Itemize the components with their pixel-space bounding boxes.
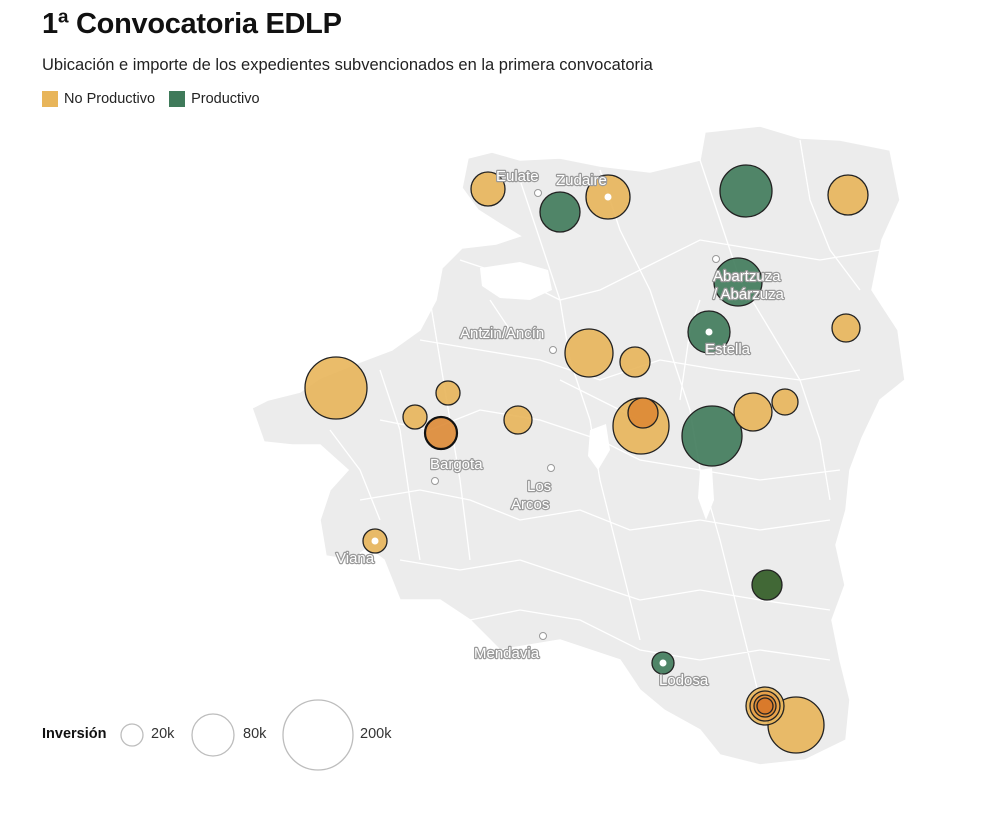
- legend-item-productivo[interactable]: Productivo: [169, 91, 260, 107]
- place-label-viana: Viana: [336, 550, 375, 567]
- bubble-no-productivo[interactable]: [771, 388, 799, 416]
- dot-los-arcos[interactable]: [547, 464, 555, 472]
- dot-abartzuza[interactable]: [712, 255, 720, 263]
- dot-eulate[interactable]: [534, 189, 542, 197]
- legend-swatch-productivo: [169, 91, 186, 107]
- map-hole: [480, 262, 552, 300]
- chart-subtitle: Ubicación e importe de los expedientes s…: [42, 56, 653, 74]
- place-label-mendavia: Mendavia: [474, 645, 540, 662]
- legend-label-productivo: Productivo: [191, 91, 260, 107]
- size-legend-circle-80k: [191, 713, 235, 757]
- place-label-eulate: Eulate: [496, 168, 539, 185]
- place-label-abartzuza-line1: Abartzuza: [713, 268, 781, 285]
- place-label-abartzuza-line2: / Abárzuza: [713, 286, 785, 303]
- place-label-los-arcos-line2: Arcos: [511, 496, 549, 513]
- bubble-orange[interactable]: [756, 697, 774, 715]
- bubble-no-productivo[interactable]: [304, 356, 368, 420]
- category-legend: No Productivo Productivo: [42, 91, 274, 107]
- bubble-no-productivo[interactable]: [831, 313, 861, 343]
- place-labels: Eulate Zudaire Abartzuza / Abárzuza Antz…: [335, 167, 786, 690]
- bubble-no-productivo[interactable]: [435, 380, 461, 406]
- dot-lodosa[interactable]: [659, 659, 667, 667]
- place-label-ancin: Antzin/Ancín: [460, 325, 544, 342]
- size-legend-label-20k: 20k: [151, 726, 175, 742]
- legend-swatch-no-productivo: [42, 91, 58, 107]
- bubble-orange[interactable]: [627, 397, 659, 429]
- bubble-productivo[interactable]: [681, 405, 743, 467]
- bubble-layer: [304, 164, 869, 754]
- legend-item-no-productivo[interactable]: No Productivo: [42, 91, 155, 107]
- size-legend-circle-20k: [120, 723, 144, 747]
- bubble-productivo[interactable]: [719, 164, 773, 218]
- bubble-no-productivo[interactable]: [503, 405, 533, 435]
- dot-mendavia[interactable]: [539, 632, 547, 640]
- bubble-no-productivo[interactable]: [619, 346, 651, 378]
- place-label-lodosa: Lodosa: [659, 672, 709, 689]
- center-dots: [371, 193, 713, 667]
- place-label-bargota: Bargota: [430, 456, 483, 473]
- map-hole-3: [698, 468, 714, 520]
- dot-viana[interactable]: [371, 537, 379, 545]
- legend-label-no-productivo: No Productivo: [64, 91, 156, 107]
- chart-title: 1ª Convocatoria EDLP: [42, 8, 342, 40]
- size-legend-label-80k: 80k: [243, 726, 267, 742]
- region-outline: [251, 125, 906, 766]
- size-legend-circles: [120, 699, 354, 771]
- bubble-no-productivo[interactable]: [733, 392, 773, 432]
- dot-ancin[interactable]: [549, 346, 557, 354]
- bubble-dark-green[interactable]: [751, 569, 783, 601]
- place-label-estella: Estella: [705, 341, 751, 358]
- dot-estella[interactable]: [705, 328, 713, 336]
- size-legend-title: Inversión: [42, 726, 107, 742]
- size-legend-label-200k: 200k: [360, 726, 392, 742]
- place-label-los-arcos-line1: Los: [527, 478, 551, 495]
- bubble-orange[interactable]: [423, 415, 459, 451]
- bubble-no-productivo[interactable]: [827, 174, 869, 216]
- map-hole-2: [588, 424, 610, 470]
- region-map: [251, 125, 906, 766]
- town-dots: [431, 189, 720, 640]
- dot-bargota[interactable]: [431, 477, 439, 485]
- size-legend-circle-200k: [282, 699, 354, 771]
- place-label-zudaire: Zudaire: [556, 172, 607, 189]
- bubble-productivo[interactable]: [713, 257, 763, 307]
- bubble-no-productivo[interactable]: [564, 328, 614, 378]
- bubble-productivo[interactable]: [539, 191, 581, 233]
- dot-zudaire[interactable]: [604, 193, 612, 201]
- bubble-no-productivo[interactable]: [470, 171, 506, 207]
- bubble-no-productivo[interactable]: [402, 404, 428, 430]
